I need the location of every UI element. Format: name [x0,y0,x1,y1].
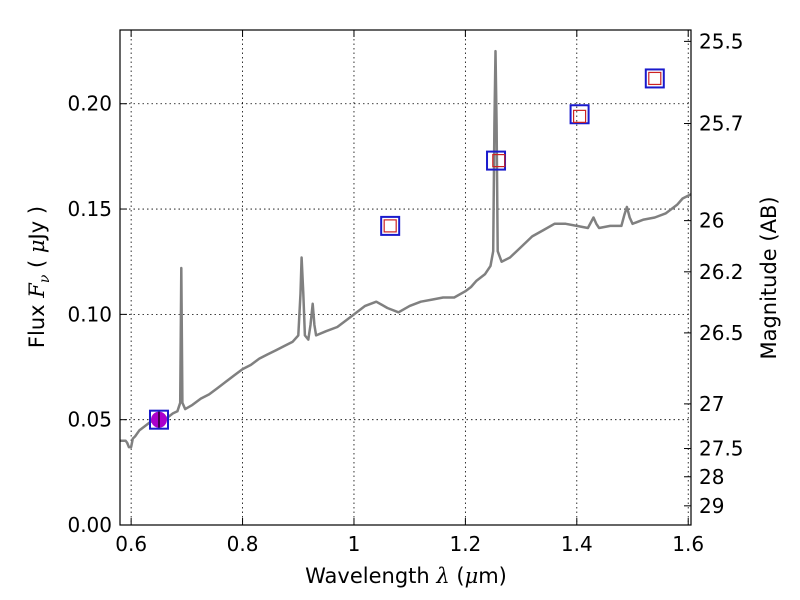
model-photometry-point [569,104,590,125]
y-axis-label: Flux Fν ( μJy ) [25,206,53,348]
marker-layer [148,68,665,430]
plot-frame [119,29,692,526]
magnitude-tick-label: 27.5 [699,437,744,461]
x-axis-label: Wavelength λ (μm) [305,564,507,588]
spectrum-line [120,49,692,449]
y-tick-label: 0.05 [67,408,112,432]
grid-lines [120,30,691,526]
x-tick-label: 0.6 [115,532,147,556]
x-tick-label: 1.2 [449,532,481,556]
model-photometry-point [644,68,665,89]
x-tick-label: 1.6 [672,532,704,556]
magnitude-tick-label: 26 [699,209,724,233]
magnitude-tick-label: 26.5 [699,321,744,345]
magnitude-tick-label: 28 [699,465,724,489]
magnitude-tick-label: 25.7 [699,112,744,136]
model-photometry-point [380,215,401,236]
series-layer [120,49,692,449]
magnitude-axis-label: Magnitude (AB) [757,196,781,359]
magnitude-tick-label: 29 [699,494,724,518]
y-tick-label: 0.15 [67,197,112,221]
tick-marks [120,30,691,526]
magnitude-tick-label: 26.2 [699,260,744,284]
x-tick-label: 1 [348,532,361,556]
y-tick-label: 0.10 [67,302,112,326]
fitted-photometry-point [492,153,506,168]
x-tick-label: 1.4 [561,532,593,556]
fitted-photometry-point [383,219,397,233]
model-photometry-point [148,409,169,430]
magnitude-tick-label: 25.5 [699,29,744,53]
x-tick-label: 0.8 [227,532,259,556]
y-tick-label: 0.00 [67,513,112,537]
magnitude-tick-label: 27 [699,392,724,416]
fitted-photometry-point [648,71,662,86]
fitted-photometry-point [572,109,587,123]
y-tick-label: 0.20 [67,92,112,116]
